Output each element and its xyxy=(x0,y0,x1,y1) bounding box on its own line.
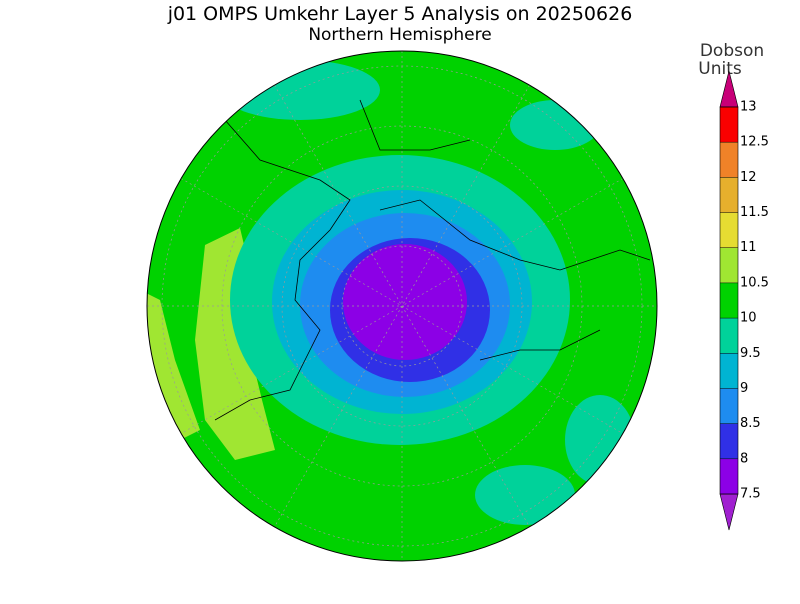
colorbar-segment xyxy=(720,177,738,213)
colorbar-tick-label: 11 xyxy=(740,240,757,255)
field xyxy=(195,228,275,460)
colorbar-tick-label: 9.5 xyxy=(740,346,761,361)
polar-map xyxy=(147,51,657,561)
colorbar-segment xyxy=(720,423,738,459)
map-border xyxy=(146,50,658,562)
colorbar-segment xyxy=(720,458,738,494)
colorbar: 7.5 8 8.5 9 9.5 10 10.5 11 11.5 12 12.5 13 xyxy=(719,70,769,531)
colorbar-tick-label: 10.5 xyxy=(740,275,769,290)
colorbar-tick-label: 13 xyxy=(740,100,757,115)
colorbar-label: Units xyxy=(698,59,742,79)
field xyxy=(565,395,635,485)
colorbar-label: Dobson xyxy=(700,41,764,61)
colorbar-segment xyxy=(720,142,738,178)
colorbar-tick-label: 8.5 xyxy=(740,416,761,431)
colorbar-segment xyxy=(720,282,738,319)
colorbar-extension xyxy=(719,493,739,531)
coastline xyxy=(214,99,651,421)
colorbar-segment xyxy=(720,107,738,143)
field xyxy=(475,465,575,525)
colorbar-segment xyxy=(720,318,738,354)
colorbar-tick-label: 7.5 xyxy=(740,487,761,502)
colorbar-tick-label: 12.5 xyxy=(740,135,769,150)
colorbar-tick-label: 9 xyxy=(740,381,748,396)
colorbar-tick-label: 11.5 xyxy=(740,205,769,220)
colorbar-tick-label: 12 xyxy=(740,170,757,185)
colorbar-segment xyxy=(720,212,738,248)
colorbar-segment xyxy=(720,247,738,283)
field xyxy=(220,60,380,120)
colorbar-segment xyxy=(720,353,738,389)
colorbar-tick-label: 8 xyxy=(740,451,748,466)
map-title: j01 OMPS Umkehr Layer 5 Analysis on 2025… xyxy=(167,3,633,25)
colorbar-segment xyxy=(720,388,738,424)
field xyxy=(343,244,467,360)
colorbar-tick-label: 10 xyxy=(740,311,757,326)
graticule xyxy=(176,175,628,437)
field xyxy=(510,100,600,150)
map-subtitle: Northern Hemisphere xyxy=(308,25,491,45)
